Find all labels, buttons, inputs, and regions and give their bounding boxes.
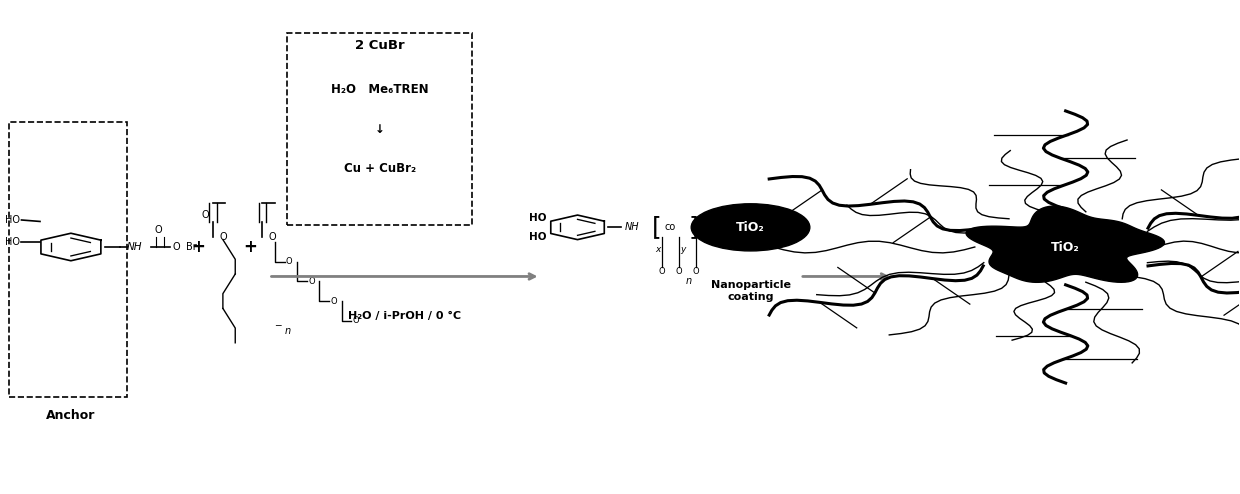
Text: Br: Br	[701, 222, 714, 232]
Text: O: O	[219, 232, 227, 242]
Text: H₂O / i-PrOH / 0 °C: H₂O / i-PrOH / 0 °C	[348, 311, 461, 321]
FancyBboxPatch shape	[288, 33, 472, 225]
Text: O: O	[155, 225, 162, 235]
Text: _: _	[275, 316, 280, 326]
Text: HO: HO	[5, 237, 20, 247]
Text: ]: ]	[688, 215, 698, 240]
Polygon shape	[966, 206, 1164, 283]
Text: NH: NH	[126, 242, 143, 252]
Text: 2 CuBr: 2 CuBr	[355, 39, 404, 52]
Text: O: O	[309, 277, 315, 286]
Text: +: +	[191, 238, 205, 256]
Text: O: O	[693, 267, 699, 276]
Text: O: O	[658, 267, 665, 276]
Text: O: O	[172, 242, 180, 252]
Text: O: O	[286, 257, 293, 266]
Text: O: O	[330, 296, 337, 305]
Text: H₂O   Me₆TREN: H₂O Me₆TREN	[331, 83, 429, 96]
Text: Br: Br	[186, 242, 197, 252]
Text: x: x	[655, 245, 661, 253]
Text: TiO₂: TiO₂	[1052, 241, 1080, 253]
Text: [: [	[652, 215, 661, 240]
Text: O: O	[269, 232, 277, 242]
Text: HO: HO	[5, 215, 20, 225]
Text: Cu + CuBr₂: Cu + CuBr₂	[343, 162, 415, 175]
Text: NH: NH	[625, 222, 639, 232]
Text: HO: HO	[529, 212, 547, 222]
Text: TiO₂: TiO₂	[737, 221, 765, 234]
Text: O: O	[676, 267, 682, 276]
Text: O: O	[352, 316, 360, 325]
Text: HO: HO	[529, 232, 547, 242]
Text: ↓: ↓	[374, 123, 384, 136]
Text: O: O	[202, 210, 210, 220]
Text: Nanoparticle
coating: Nanoparticle coating	[711, 281, 791, 302]
Text: Anchor: Anchor	[46, 409, 95, 422]
Circle shape	[691, 204, 810, 251]
Text: n: n	[686, 277, 692, 287]
Text: y: y	[680, 245, 686, 253]
Text: co: co	[665, 222, 676, 232]
Text: n: n	[285, 326, 291, 335]
Text: +: +	[243, 238, 257, 256]
FancyBboxPatch shape	[9, 122, 126, 397]
